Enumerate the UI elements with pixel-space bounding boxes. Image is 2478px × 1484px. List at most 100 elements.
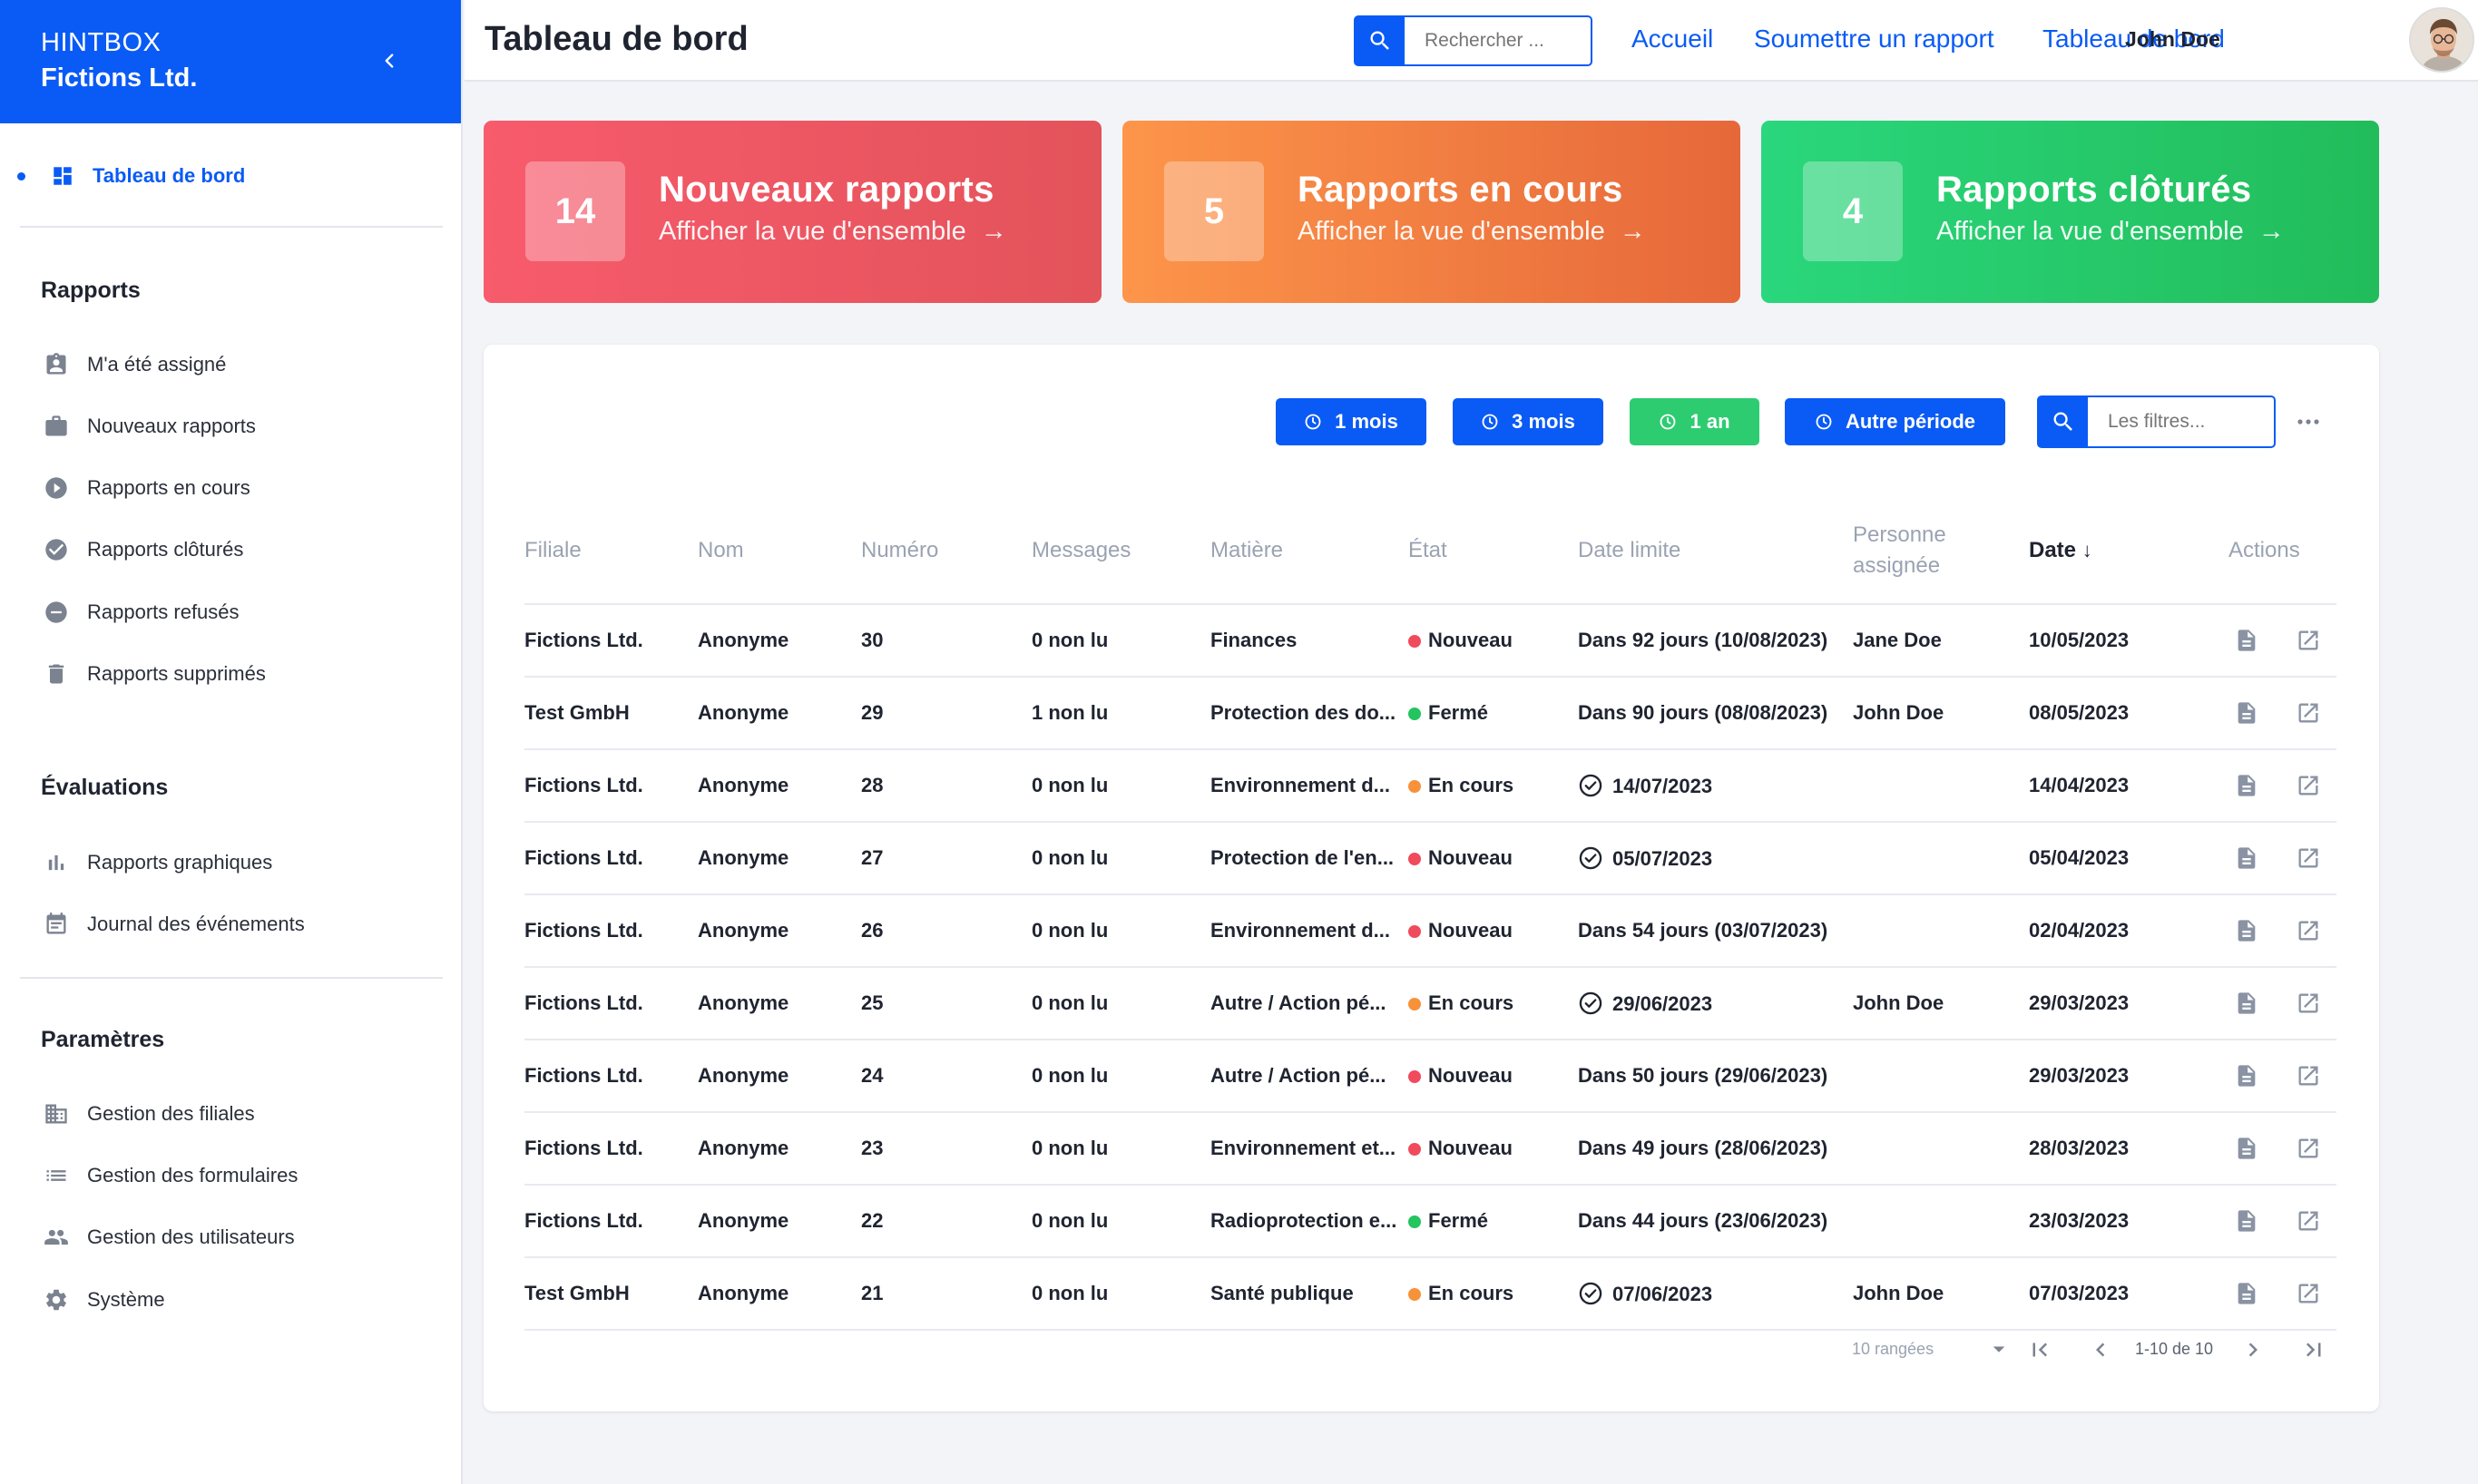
status-label: En cours bbox=[1428, 1282, 1514, 1304]
document-icon[interactable] bbox=[2234, 845, 2259, 871]
open-external-icon[interactable] bbox=[2296, 628, 2321, 653]
filter-search-button[interactable] bbox=[2039, 397, 2088, 446]
sidebar-item-graphical-reports[interactable]: Rapports graphiques bbox=[41, 845, 440, 881]
column-header-numero[interactable]: Numéro bbox=[861, 497, 1032, 605]
column-header-nom[interactable]: Nom bbox=[698, 497, 861, 605]
reports-panel: 1 mois 3 mois 1 an Autre période Filiale… bbox=[484, 345, 2379, 1411]
column-header-filiale[interactable]: Filiale bbox=[524, 497, 698, 605]
document-icon[interactable] bbox=[2234, 628, 2259, 653]
period-custom-button[interactable]: Autre période bbox=[1785, 398, 2005, 445]
document-icon[interactable] bbox=[2234, 1281, 2259, 1306]
card-in-progress[interactable]: 5 Rapports en cours Afficher la vue d'en… bbox=[1122, 121, 1740, 303]
column-header-matiere[interactable]: Matière bbox=[1210, 497, 1408, 605]
last-page-button[interactable] bbox=[2300, 1336, 2327, 1363]
sidebar-item-deleted[interactable]: Rapports supprimés bbox=[41, 656, 440, 692]
status-dot bbox=[1408, 998, 1421, 1010]
deadline-text: Dans 50 jours (29/06/2023) bbox=[1578, 1064, 1828, 1087]
document-icon[interactable] bbox=[2234, 1208, 2259, 1234]
table-row[interactable]: Fictions Ltd. Anonyme 28 0 non lu Environnem… bbox=[524, 749, 2336, 823]
page-title: Tableau de bord bbox=[485, 20, 749, 58]
open-external-icon[interactable] bbox=[2296, 1063, 2321, 1089]
open-external-icon[interactable] bbox=[2296, 918, 2321, 943]
cell-numero: 23 bbox=[861, 1112, 1032, 1186]
rows-per-page-dropdown[interactable] bbox=[1985, 1335, 2013, 1362]
next-page-button[interactable] bbox=[2239, 1336, 2267, 1363]
avatar[interactable] bbox=[2409, 7, 2474, 73]
document-icon[interactable] bbox=[2234, 773, 2259, 798]
cell-personne: Jane Doe bbox=[1853, 604, 2029, 678]
cell-personne: John Doe bbox=[1853, 1257, 2029, 1331]
table-row[interactable]: Fictions Ltd. Anonyme 23 0 non lu Environnem… bbox=[524, 1112, 2336, 1186]
card-link[interactable]: Afficher la vue d'ensemble bbox=[1936, 217, 2244, 246]
nav-link-dashboard[interactable]: Tableau de bord bbox=[2042, 24, 2225, 53]
table-row[interactable]: Fictions Ltd. Anonyme 26 0 non lu Environnem… bbox=[524, 894, 2336, 968]
collapse-sidebar-button[interactable] bbox=[374, 45, 405, 76]
table-row[interactable]: Test GmbH Anonyme 21 0 non lu Santé publique… bbox=[524, 1257, 2336, 1331]
table-row[interactable]: Test GmbH Anonyme 29 1 non lu Protection des… bbox=[524, 677, 2336, 750]
table-row[interactable]: Fictions Ltd. Anonyme 30 0 non lu Finances No… bbox=[524, 604, 2336, 678]
first-page-button[interactable] bbox=[2026, 1336, 2053, 1363]
table-row[interactable]: Fictions Ltd. Anonyme 25 0 non lu Autre / Ac… bbox=[524, 967, 2336, 1040]
sidebar-item-assigned-to-me[interactable]: M'a été assigné bbox=[41, 347, 440, 383]
sidebar-item-closed[interactable]: Rapports clôturés bbox=[41, 532, 440, 568]
period-1-month-button[interactable]: 1 mois bbox=[1276, 398, 1426, 445]
open-external-icon[interactable] bbox=[2296, 700, 2321, 726]
open-external-icon[interactable] bbox=[2296, 991, 2321, 1016]
column-header-etat[interactable]: État bbox=[1408, 497, 1578, 605]
column-header-messages[interactable]: Messages bbox=[1032, 497, 1210, 605]
nav-link-home[interactable]: Accueil bbox=[1631, 24, 1714, 53]
column-header-date-limite[interactable]: Date limite bbox=[1578, 497, 1853, 605]
period-3-months-button[interactable]: 3 mois bbox=[1453, 398, 1603, 445]
cell-nom: Anonyme bbox=[698, 749, 861, 823]
document-icon[interactable] bbox=[2234, 918, 2259, 943]
table-row[interactable]: Fictions Ltd. Anonyme 27 0 non lu Protection… bbox=[524, 822, 2336, 895]
card-new-reports[interactable]: 14 Nouveaux rapports Afficher la vue d'e… bbox=[484, 121, 1102, 303]
header-search-input[interactable] bbox=[1405, 17, 1586, 64]
card-link[interactable]: Afficher la vue d'ensemble bbox=[1298, 217, 1605, 246]
cell-filiale: Fictions Ltd. bbox=[524, 822, 698, 895]
sidebar-item-refused[interactable]: Rapports refusés bbox=[41, 594, 440, 630]
cell-date-limite: Dans 92 jours (10/08/2023) bbox=[1578, 604, 1853, 678]
cell-personne: John Doe bbox=[1853, 677, 2029, 750]
open-external-icon[interactable] bbox=[2296, 845, 2321, 871]
sidebar-item-dashboard[interactable]: Tableau de bord bbox=[0, 156, 463, 196]
chevron-left-icon bbox=[385, 54, 394, 68]
document-icon[interactable] bbox=[2234, 1136, 2259, 1161]
sidebar-item-users[interactable]: Gestion des utilisateurs bbox=[41, 1219, 440, 1255]
header-search-button[interactable] bbox=[1356, 17, 1405, 64]
card-closed-reports[interactable]: 4 Rapports clôturés Afficher la vue d'en… bbox=[1761, 121, 2379, 303]
sidebar-item-event-log[interactable]: Journal des événements bbox=[41, 906, 440, 942]
sidebar-item-label: Gestion des filiales bbox=[87, 1102, 255, 1125]
column-header-date[interactable]: Date ↓ bbox=[2029, 497, 2228, 605]
open-external-icon[interactable] bbox=[2296, 1208, 2321, 1234]
document-icon[interactable] bbox=[2234, 700, 2259, 726]
more-options-button[interactable] bbox=[2293, 408, 2324, 435]
sidebar-item-in-progress[interactable]: Rapports en cours bbox=[41, 470, 440, 506]
sidebar-item-new-reports[interactable]: Nouveaux rapports bbox=[41, 408, 440, 444]
table-row[interactable]: Fictions Ltd. Anonyme 24 0 non lu Autre / Ac… bbox=[524, 1040, 2336, 1113]
chevron-right-icon bbox=[2248, 1342, 2258, 1357]
document-icon[interactable] bbox=[2234, 991, 2259, 1016]
pagination: 10 rangées 1-10 de 10 bbox=[484, 1333, 2379, 1370]
period-1-year-button[interactable]: 1 an bbox=[1630, 398, 1759, 445]
filter-search-input[interactable] bbox=[2088, 397, 2269, 446]
table-row[interactable]: Fictions Ltd. Anonyme 22 0 non lu Radioprote… bbox=[524, 1185, 2336, 1258]
cell-filiale: Fictions Ltd. bbox=[524, 749, 698, 823]
sidebar-item-subsidiaries[interactable]: Gestion des filiales bbox=[41, 1096, 440, 1132]
open-external-icon[interactable] bbox=[2296, 1136, 2321, 1161]
card-link[interactable]: Afficher la vue d'ensemble bbox=[659, 217, 966, 246]
status-dot bbox=[1408, 1070, 1421, 1083]
bar-chart-icon bbox=[41, 847, 72, 878]
nav-link-submit-report[interactable]: Soumettre un rapport bbox=[1754, 24, 1994, 53]
table-header-row: Filiale Nom Numéro Messages Matière État… bbox=[524, 497, 2336, 605]
open-external-icon[interactable] bbox=[2296, 1281, 2321, 1306]
previous-page-button[interactable] bbox=[2087, 1336, 2114, 1363]
deadline-text: Dans 49 jours (28/06/2023) bbox=[1578, 1137, 1828, 1159]
column-header-personne[interactable]: Personne assignée bbox=[1853, 497, 2029, 605]
user-name[interactable]: John Doe bbox=[2125, 27, 2220, 51]
open-external-icon[interactable] bbox=[2296, 773, 2321, 798]
document-icon[interactable] bbox=[2234, 1063, 2259, 1089]
list-icon bbox=[41, 1160, 72, 1191]
sidebar-item-forms[interactable]: Gestion des formulaires bbox=[41, 1157, 440, 1194]
sidebar-item-system[interactable]: Système bbox=[41, 1282, 440, 1318]
